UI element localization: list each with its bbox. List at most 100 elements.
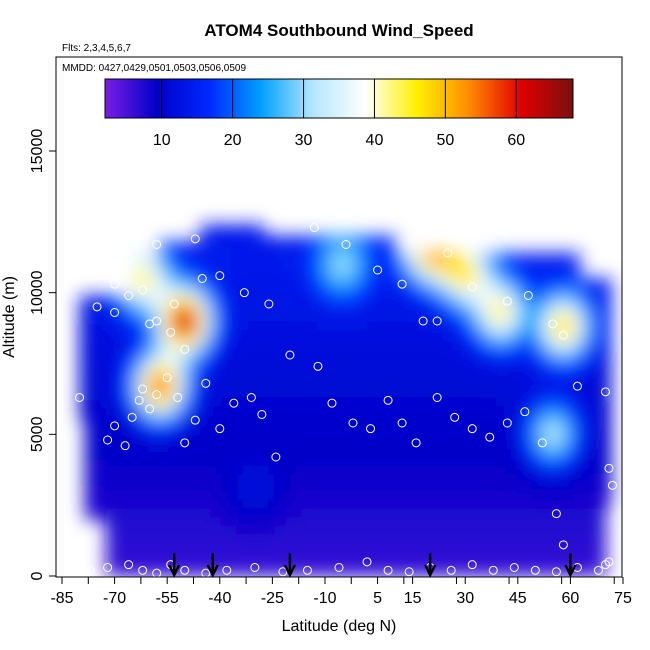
heatmap-cell	[368, 236, 375, 246]
heatmap-cell	[179, 304, 186, 314]
heatmap-cell	[568, 363, 575, 373]
heatmap-cell	[416, 431, 422, 441]
heatmap-cell	[495, 559, 501, 569]
heatmap-cell	[158, 389, 165, 399]
heatmap-cell	[437, 533, 444, 543]
heatmap-cell	[305, 465, 312, 475]
heatmap-cell	[137, 542, 144, 552]
heatmap-cell	[379, 440, 386, 450]
heatmap-cell	[331, 499, 338, 509]
heatmap-cell	[363, 482, 370, 492]
heatmap-cell	[484, 448, 491, 458]
heatmap-cell	[542, 457, 549, 467]
heatmap-cell	[605, 377, 612, 387]
heatmap-cell	[510, 329, 517, 339]
heatmap-cell	[416, 261, 422, 271]
heatmap-cell	[147, 355, 154, 365]
heatmap-cell	[100, 349, 107, 359]
heatmap-cell	[111, 491, 117, 501]
heatmap-cell	[489, 542, 496, 552]
heatmap-cell	[605, 326, 612, 336]
heatmap-cell	[479, 440, 486, 450]
heatmap-cell	[195, 491, 202, 501]
heatmap-cell	[468, 346, 475, 356]
heatmap-cell	[594, 414, 601, 424]
heatmap-cell	[168, 457, 175, 467]
heatmap-cell	[184, 261, 191, 271]
heatmap-cell	[463, 542, 470, 552]
heatmap-cell	[137, 329, 144, 339]
heatmap-cell	[500, 550, 507, 560]
heatmap-cell	[132, 329, 138, 339]
heatmap-cell	[242, 346, 249, 356]
sample-point	[138, 285, 148, 295]
heatmap-cell	[552, 304, 559, 314]
heatmap-cell	[531, 440, 538, 450]
heatmap-cell	[558, 474, 564, 484]
heatmap-cell	[158, 567, 165, 577]
heatmap-cell	[589, 312, 596, 322]
heatmap-cell	[226, 329, 233, 339]
heatmap-cell	[189, 329, 196, 339]
heatmap-cell	[189, 244, 196, 254]
heatmap-cell	[368, 270, 375, 280]
heatmap-cell	[310, 448, 317, 458]
heatmap-cell	[242, 224, 249, 229]
heatmap-cell	[189, 241, 196, 246]
heatmap-cell	[258, 431, 265, 441]
heatmap-cell	[468, 329, 475, 339]
heatmap-cell	[242, 270, 249, 280]
heatmap-cell	[105, 508, 112, 518]
heatmap-cell	[558, 516, 564, 526]
heatmap-cell	[205, 338, 212, 348]
heatmap-cell	[216, 559, 223, 569]
heatmap-cell	[594, 482, 601, 492]
heatmap-cell	[558, 533, 564, 543]
heatmap-cell	[331, 338, 338, 348]
heatmap-cell	[358, 397, 365, 407]
heatmap-cell	[305, 363, 312, 373]
heatmap-cell	[558, 253, 564, 263]
heatmap-cell	[568, 474, 575, 484]
heatmap-cell	[247, 304, 254, 314]
heatmap-cell	[347, 482, 354, 492]
y-axis-label: Altitude (m)	[1, 276, 18, 358]
heatmap-cell	[326, 533, 333, 543]
heatmap-cell	[442, 278, 449, 288]
heatmap-cell	[384, 559, 391, 569]
heatmap-cell	[579, 278, 586, 288]
heatmap-cell	[95, 366, 102, 376]
heatmap-cell	[195, 525, 202, 535]
heatmap-cell	[253, 224, 259, 229]
heatmap-cell	[537, 355, 543, 365]
heatmap-cell	[195, 414, 202, 424]
heatmap-cell	[389, 312, 396, 322]
heatmap-cell	[242, 287, 249, 297]
heatmap-cell	[547, 499, 554, 509]
heatmap-cell	[600, 559, 607, 569]
heatmap-cell	[84, 485, 91, 495]
heatmap-cell	[284, 550, 291, 560]
heatmap-cell	[421, 329, 428, 339]
heatmap-cell	[179, 550, 186, 560]
heatmap-cell	[468, 355, 475, 365]
heatmap-cell	[163, 423, 170, 433]
heatmap-cell	[458, 516, 465, 526]
heatmap-cell	[447, 397, 454, 407]
heatmap-cell	[153, 278, 160, 288]
heatmap-cell	[168, 287, 175, 297]
heatmap-cell	[326, 389, 333, 399]
heatmap-cell	[468, 423, 475, 433]
heatmap-cell	[153, 423, 160, 433]
heatmap-cell	[142, 372, 149, 382]
heatmap-cell	[216, 431, 223, 441]
heatmap-cell	[500, 363, 507, 373]
heatmap-cell	[463, 406, 470, 416]
heatmap-cell	[521, 431, 528, 441]
sample-point	[246, 393, 256, 402]
heatmap-cell	[153, 304, 160, 314]
heatmap-cell	[568, 338, 575, 348]
heatmap-cell	[90, 510, 96, 520]
sample-point	[404, 567, 414, 577]
heatmap-cell	[142, 389, 149, 399]
